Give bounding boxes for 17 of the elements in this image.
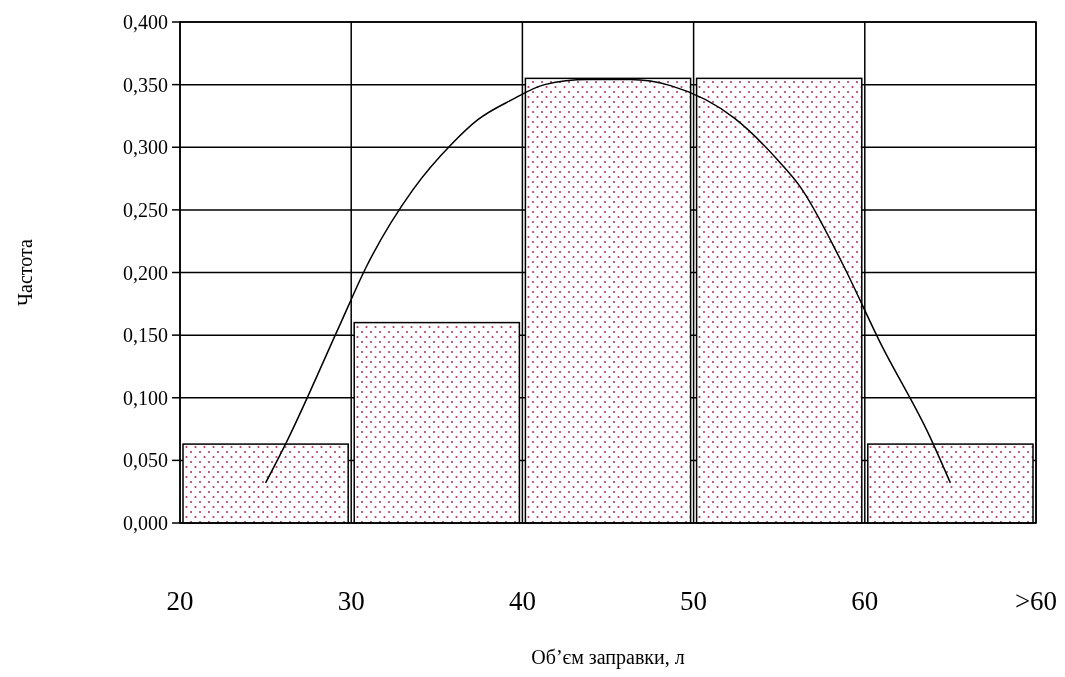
x-tick-label: 20 bbox=[166, 586, 194, 616]
y-tick-label: 0,000 bbox=[123, 512, 168, 534]
x-tick-label: 50 bbox=[680, 586, 708, 616]
y-tick-label: 0,350 bbox=[123, 73, 168, 96]
y-tick-label: 0,250 bbox=[123, 198, 168, 221]
x-tick-label: 40 bbox=[508, 586, 536, 616]
y-tick-label: 0,200 bbox=[123, 261, 168, 284]
y-tick-label: 0,300 bbox=[123, 136, 168, 159]
y-tick-label: 0,150 bbox=[123, 324, 168, 347]
x-tick-label: 30 bbox=[337, 586, 365, 616]
x-tick-label: 60 bbox=[851, 586, 879, 616]
x-tick-label: >60 bbox=[1014, 586, 1058, 616]
y-tick-label: 0,400 bbox=[123, 11, 168, 33]
y-tick-label: 0,100 bbox=[123, 386, 168, 409]
y-tick-label: 0,050 bbox=[123, 449, 168, 472]
y-axis-title: Частота bbox=[14, 238, 36, 306]
x-axis-title: Об’єм заправки, л bbox=[531, 646, 685, 669]
